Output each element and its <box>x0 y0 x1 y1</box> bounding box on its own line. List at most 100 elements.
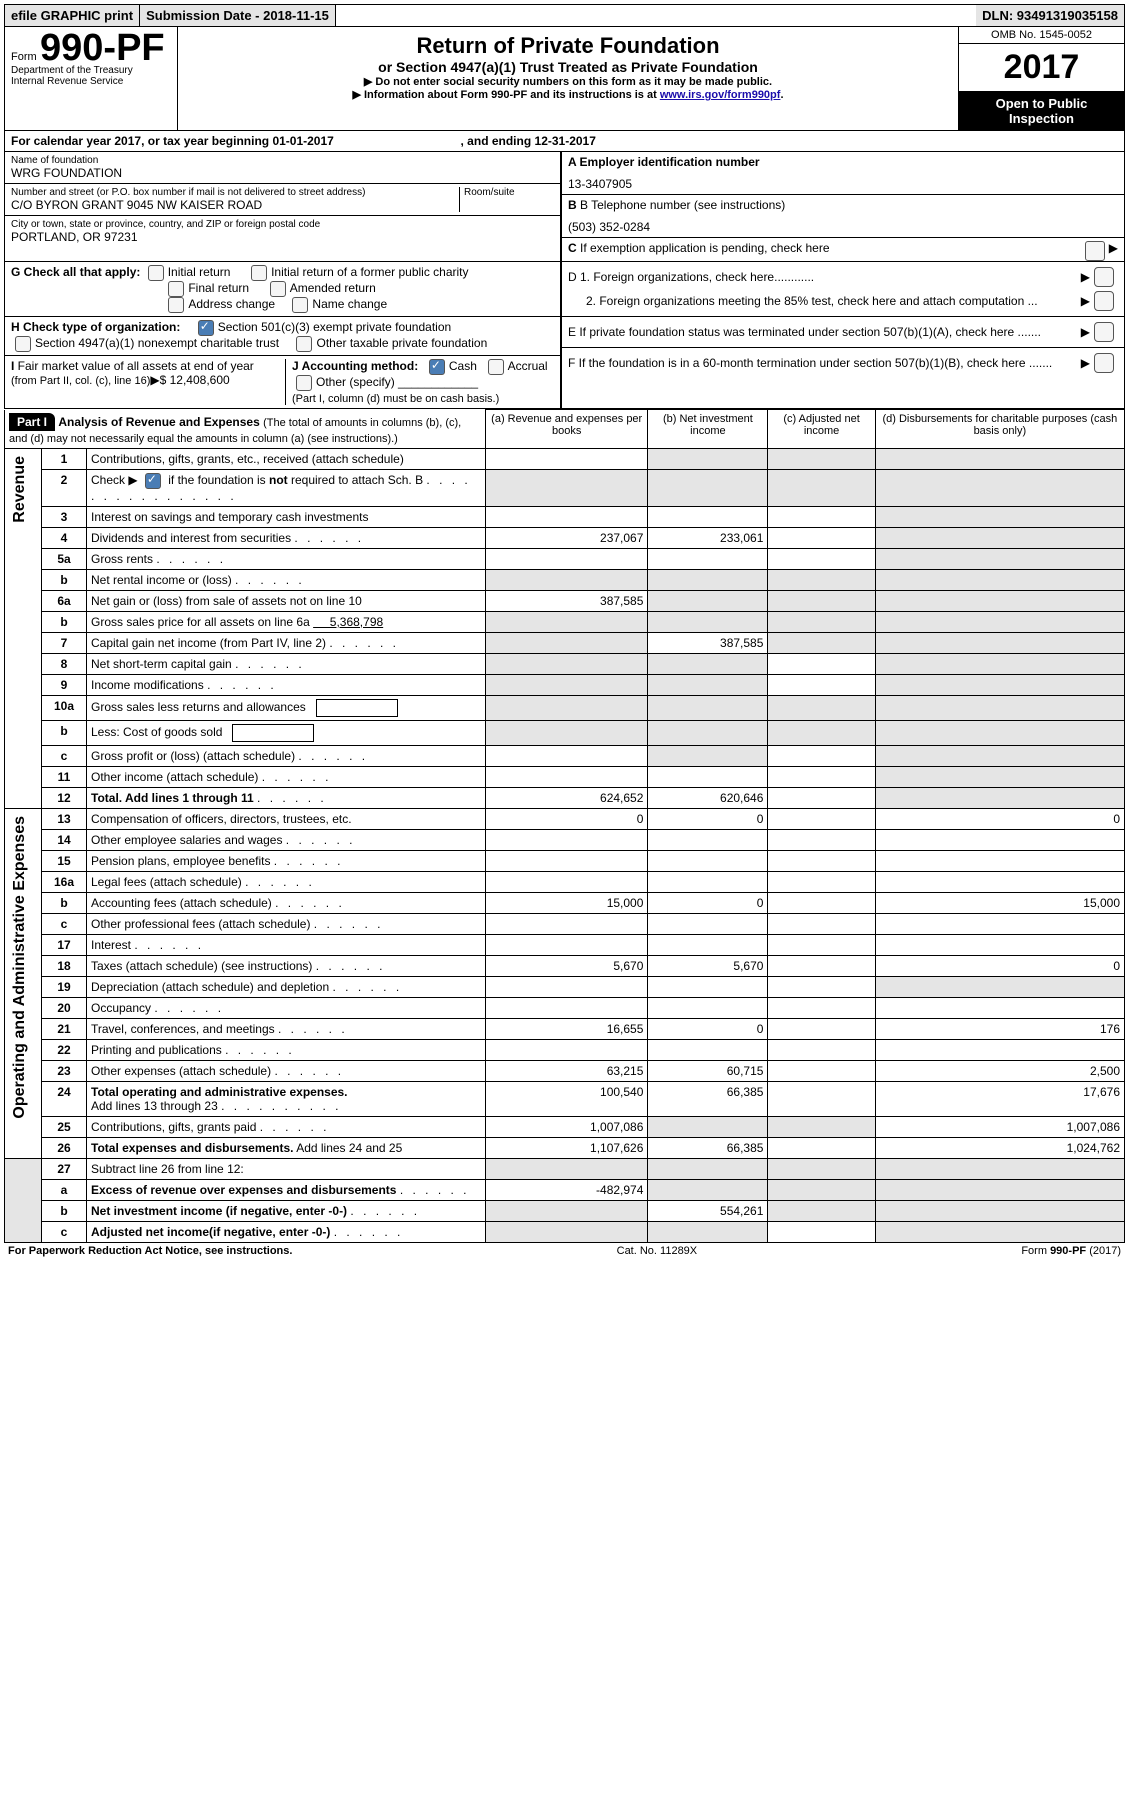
line-number: c <box>42 745 87 766</box>
line-number: 4 <box>42 527 87 548</box>
table-row: bAccounting fees (attach schedule) . . .… <box>5 892 1125 913</box>
spacer <box>336 13 976 19</box>
cell-5b-d <box>875 569 1124 590</box>
section-spacer <box>5 1158 42 1242</box>
table-row: 16aLegal fees (attach schedule) . . . . … <box>5 871 1125 892</box>
line-desc: Gross sales less returns and allowances <box>87 695 486 720</box>
cell-17-d <box>875 934 1124 955</box>
cell-15-a <box>486 850 648 871</box>
cb-4947[interactable] <box>15 336 31 352</box>
cell-10c-d <box>875 745 1124 766</box>
footer-right: Form 990-PF (2017) <box>1021 1245 1121 1257</box>
line-desc: Occupancy . . . . . . <box>87 997 486 1018</box>
cb-501c3[interactable] <box>198 320 214 336</box>
cb-cash[interactable] <box>429 359 445 375</box>
line-number: 23 <box>42 1060 87 1081</box>
line-desc: Other expenses (attach schedule) . . . .… <box>87 1060 486 1081</box>
cell-24-a: 100,540 <box>486 1081 648 1116</box>
cell-1-a <box>486 448 648 469</box>
cb-e[interactable] <box>1094 322 1114 342</box>
cb-amended[interactable] <box>270 281 286 297</box>
table-row: 24Total operating and administrative exp… <box>5 1081 1125 1116</box>
line-desc: Net investment income (if negative, ente… <box>87 1200 486 1221</box>
table-row: 4Dividends and interest from securities … <box>5 527 1125 548</box>
cell-19-d <box>875 976 1124 997</box>
lbl-initial: Initial return <box>168 265 231 279</box>
cell-16c-c <box>768 913 875 934</box>
table-row: Revenue1Contributions, gifts, grants, et… <box>5 448 1125 469</box>
col-b-head: (b) Net investment income <box>648 410 768 449</box>
line-number: 11 <box>42 766 87 787</box>
cell-5a-b <box>648 548 768 569</box>
cb-initial-former[interactable] <box>251 265 267 281</box>
note-ssn: ▶ Do not enter social security numbers o… <box>184 75 952 88</box>
line-number: c <box>42 1221 87 1242</box>
cell-13-d: 0 <box>875 808 1124 829</box>
cb-d2[interactable] <box>1094 291 1114 311</box>
cb-other-tax[interactable] <box>296 336 312 352</box>
cb-name-change[interactable] <box>292 297 308 313</box>
cell-17-a <box>486 934 648 955</box>
cell-8-d <box>875 653 1124 674</box>
cell-16b-d: 15,000 <box>875 892 1124 913</box>
cell-21-b: 0 <box>648 1018 768 1039</box>
lbl-final: Final return <box>188 281 249 295</box>
cell-27a-d <box>875 1179 1124 1200</box>
lower-right: D 1. Foreign organizations, check here..… <box>560 262 1124 408</box>
cb-addr-change[interactable] <box>168 297 184 313</box>
line-desc: Capital gain net income (from Part IV, l… <box>87 632 486 653</box>
open-inspection: Open to Public Inspection <box>959 92 1124 130</box>
cell-18-d: 0 <box>875 955 1124 976</box>
cb-f[interactable] <box>1094 353 1114 373</box>
g-section: G Check all that apply: Initial return I… <box>5 262 560 317</box>
cb-d1[interactable] <box>1094 267 1114 287</box>
line-desc: Travel, conferences, and meetings . . . … <box>87 1018 486 1039</box>
exemption-cell: C If exemption application is pending, c… <box>562 238 1124 258</box>
cell-27b-c <box>768 1200 875 1221</box>
cell-2-c <box>768 469 875 506</box>
exemption-label: C If exemption application is pending, c… <box>568 241 830 255</box>
table-row: 27Subtract line 26 from line 12: <box>5 1158 1125 1179</box>
line-number: 9 <box>42 674 87 695</box>
room-label: Room/suite <box>464 187 554 198</box>
table-row: cOther professional fees (attach schedul… <box>5 913 1125 934</box>
j-label: J Accounting method: <box>292 359 418 373</box>
cell-10b-d <box>875 720 1124 745</box>
line-number: 14 <box>42 829 87 850</box>
section-label-revenue: Revenue <box>5 448 42 808</box>
lbl-name-change: Name change <box>312 297 387 311</box>
cell-22-d <box>875 1039 1124 1060</box>
line-number: b <box>42 720 87 745</box>
cell-3-b <box>648 506 768 527</box>
line-number: 19 <box>42 976 87 997</box>
part-title: Analysis of Revenue and Expenses <box>58 415 259 429</box>
cell-9-d <box>875 674 1124 695</box>
line-number: 20 <box>42 997 87 1018</box>
arrow-icon: ▶ <box>1081 356 1090 370</box>
address-value: C/O BYRON GRANT 9045 NW KAISER ROAD <box>11 198 459 212</box>
cell-10a-d <box>875 695 1124 720</box>
cb-final[interactable] <box>168 281 184 297</box>
efile-button[interactable]: efile GRAPHIC print <box>5 5 140 26</box>
line-desc: Accounting fees (attach schedule) . . . … <box>87 892 486 913</box>
instructions-link[interactable]: www.irs.gov/form990pf <box>660 89 781 101</box>
table-row: 11Other income (attach schedule) . . . .… <box>5 766 1125 787</box>
cb-other-method[interactable] <box>296 375 312 391</box>
page-footer: For Paperwork Reduction Act Notice, see … <box>4 1243 1125 1259</box>
lower-block: G Check all that apply: Initial return I… <box>4 262 1125 409</box>
cell-10b-b <box>648 720 768 745</box>
note-instructions: ▶ Information about Form 990-PF and its … <box>184 88 952 101</box>
lbl-cash: Cash <box>449 359 477 373</box>
table-row: bNet investment income (if negative, ent… <box>5 1200 1125 1221</box>
cb-initial[interactable] <box>148 265 164 281</box>
cell-11-b <box>648 766 768 787</box>
line-desc: Contributions, gifts, grants paid . . . … <box>87 1116 486 1137</box>
cb-accrual[interactable] <box>488 359 504 375</box>
line-number: 1 <box>42 448 87 469</box>
cb-sch-b[interactable] <box>145 473 161 489</box>
table-row: 21Travel, conferences, and meetings . . … <box>5 1018 1125 1039</box>
cell-7-c <box>768 632 875 653</box>
exemption-checkbox[interactable] <box>1085 241 1105 261</box>
line-number: 22 <box>42 1039 87 1060</box>
cell-10a-c <box>768 695 875 720</box>
